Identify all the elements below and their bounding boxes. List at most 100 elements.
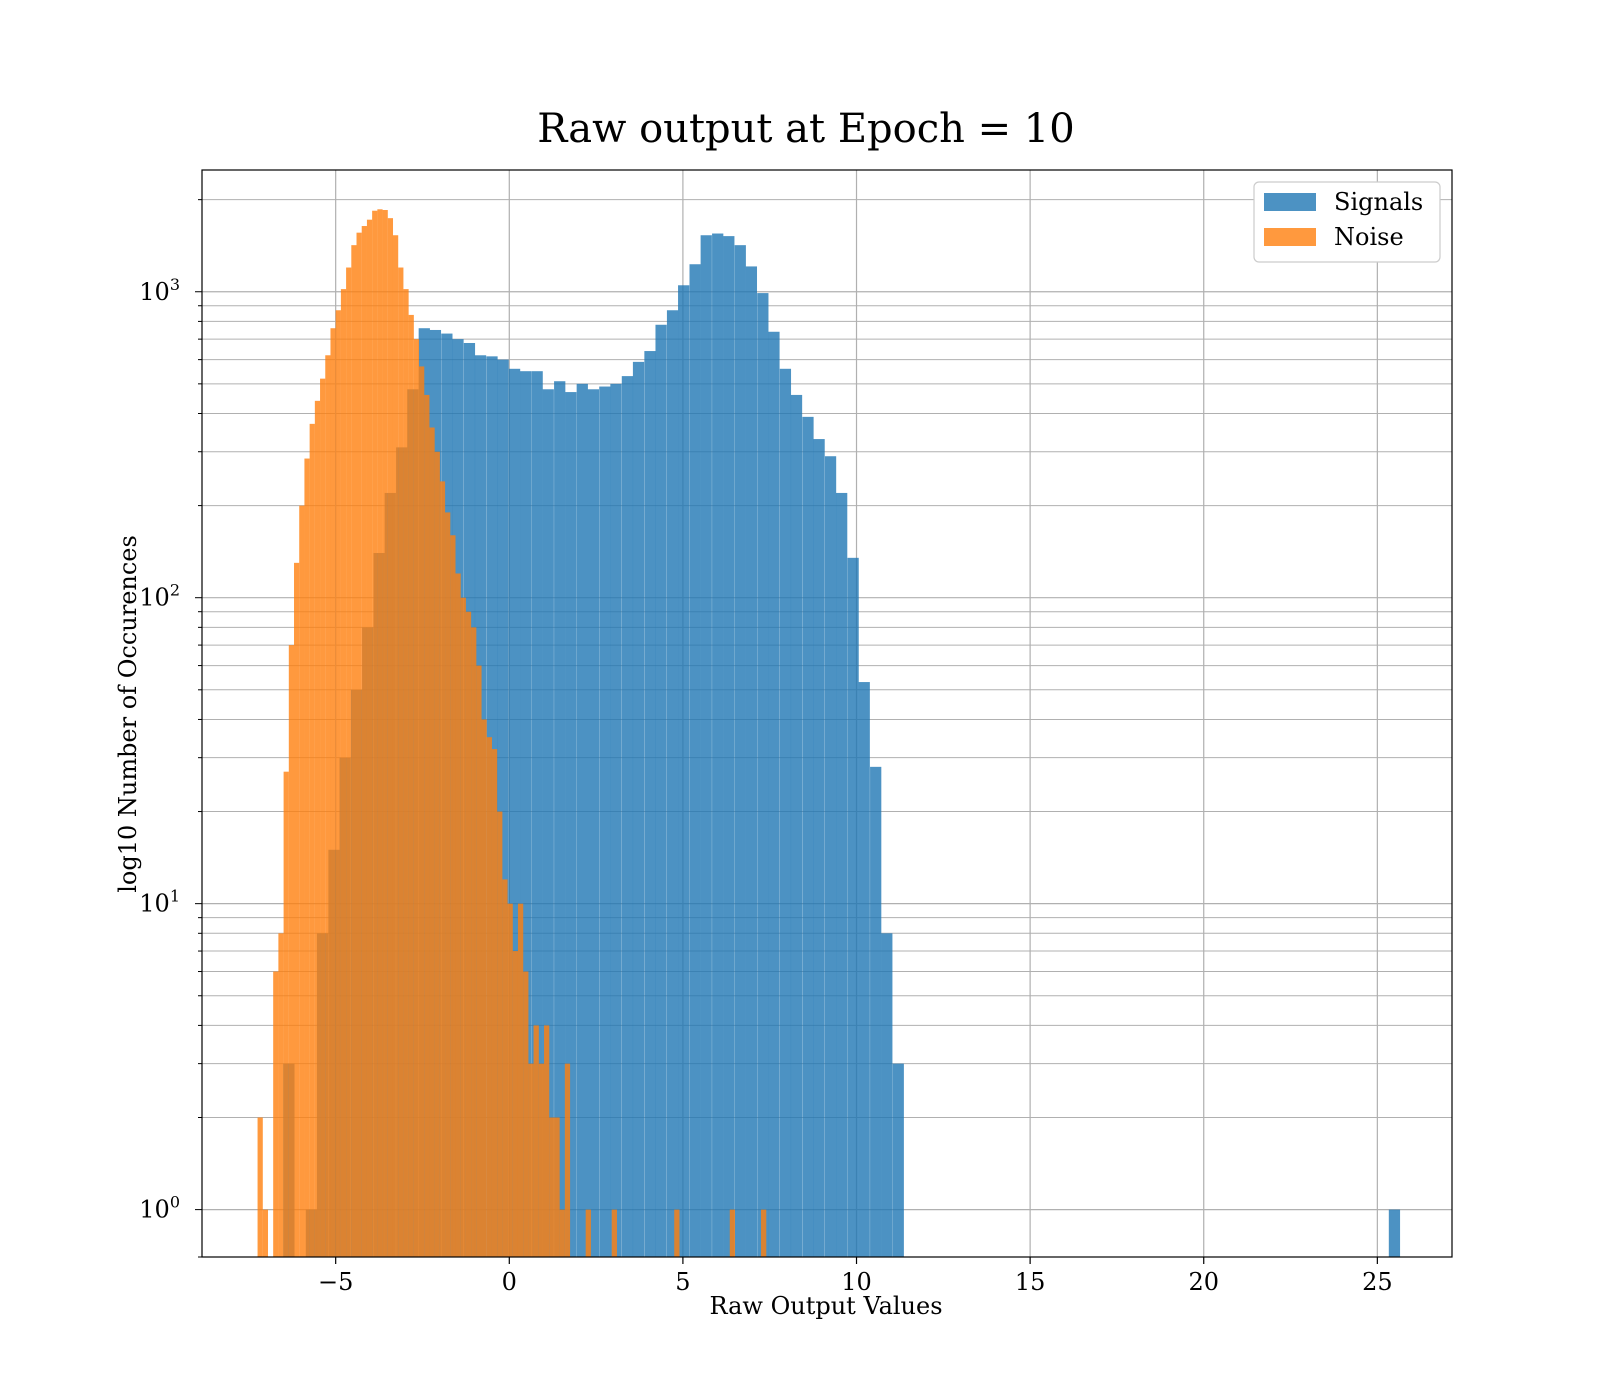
x-axis-ticks: −5 0 5 10 15 20 25 [318,1257,1393,1296]
signals-bar [666,310,679,1257]
signals-bar [508,368,521,1257]
legend-label-signals: Signals [1334,188,1423,216]
x-tick-label: 0 [502,1268,517,1296]
noise-bar [346,267,352,1257]
noise-bar [372,210,378,1258]
noise-bar [538,1063,545,1257]
noise-bar [387,218,394,1257]
noise-bar [320,378,326,1258]
noise-bars [257,209,767,1258]
signals-bar [847,557,859,1257]
noise-bar [502,879,508,1257]
noise-bar [273,971,279,1257]
noise-bar [481,719,487,1257]
y-axis-ticks: 100 101 102 103 [139,199,202,1258]
signals-bar [599,386,611,1257]
noise-bar [507,903,513,1257]
noise-bar [262,1209,269,1257]
legend-label-noise: Noise [1334,223,1404,251]
signals-bar [655,324,667,1257]
noise-bar [356,232,362,1258]
x-tick-label: 15 [1015,1268,1046,1296]
signals-bar [745,266,758,1258]
legend-swatch-signals [1264,193,1316,211]
signals-bar [858,682,870,1257]
noise-bar [729,1209,736,1257]
noise-bar [283,771,289,1257]
noise-bar [455,573,461,1257]
noise-bar [549,1117,555,1257]
noise-bar [382,210,388,1258]
signals-bar [813,439,825,1257]
noise-bar [517,903,524,1257]
y-tick-label: 103 [139,275,180,306]
noise-bar [486,737,492,1257]
noise-bar [278,933,284,1257]
noise-bar [314,400,321,1257]
signals-bar [802,416,814,1257]
y-tick-label: 100 [139,1193,180,1224]
signals-bar [621,376,634,1257]
noise-bar [304,458,310,1257]
noise-bar [471,627,477,1257]
signals-bar [790,394,803,1257]
signals-bar [531,371,543,1257]
signals-bar [768,331,780,1257]
signals-bar [757,293,769,1257]
signals-bar [779,368,792,1257]
signals-bar [712,233,724,1257]
x-axis-label: Raw Output Values [709,1292,942,1320]
noise-bar [429,427,435,1258]
noise-bar [335,310,341,1257]
noise-bar [366,219,373,1257]
signals-bar [881,933,893,1257]
legend: Signals Noise [1253,181,1441,263]
noise-bar [325,355,331,1257]
signals-bar [678,285,690,1258]
noise-bar [512,951,519,1257]
noise-bar [674,1209,680,1257]
noise-bar [434,451,440,1257]
y-tick-label: 102 [139,581,180,612]
noise-bar [439,481,446,1257]
signals-bar [565,392,577,1258]
noise-bar [554,1117,560,1257]
signals-bar [520,371,532,1257]
noise-bar [564,1063,571,1257]
x-tick-label: −5 [318,1268,353,1296]
noise-bar [445,512,451,1257]
x-tick-label: 10 [841,1268,872,1296]
noise-bar [294,562,300,1257]
noise-bar [408,314,414,1257]
noise-bar [424,394,430,1257]
legend-swatch-noise [1264,228,1316,246]
plot-area-frame [201,169,1453,1258]
signals-bar [576,383,588,1257]
x-tick-label: 5 [675,1268,690,1296]
noise-bar [361,226,367,1257]
signals-bar [892,1063,904,1257]
signals-bar [836,492,848,1258]
noise-bar [585,1209,591,1257]
noise-bar [523,971,529,1257]
chart-title: Raw output at Epoch = 10 [537,106,1074,152]
noise-bar [351,245,357,1257]
noise-bar [403,289,409,1257]
signals-bar [587,389,600,1257]
signals-bar [497,359,509,1258]
noise-bar [559,1209,565,1257]
noise-bar [377,209,383,1257]
noise-bar [533,1025,539,1257]
signals-bar [723,236,735,1258]
signals-bar [734,245,746,1257]
y-tick-label: 101 [139,887,180,918]
signals-bar [632,361,645,1257]
noise-bar [257,1117,263,1257]
signals-bar [610,383,622,1257]
noise-bar [450,535,456,1257]
noise-bar [465,611,472,1257]
noise-bar [299,505,305,1258]
noise-bar [491,749,498,1257]
x-tick-label: 20 [1188,1268,1219,1296]
noise-bar [288,645,295,1257]
